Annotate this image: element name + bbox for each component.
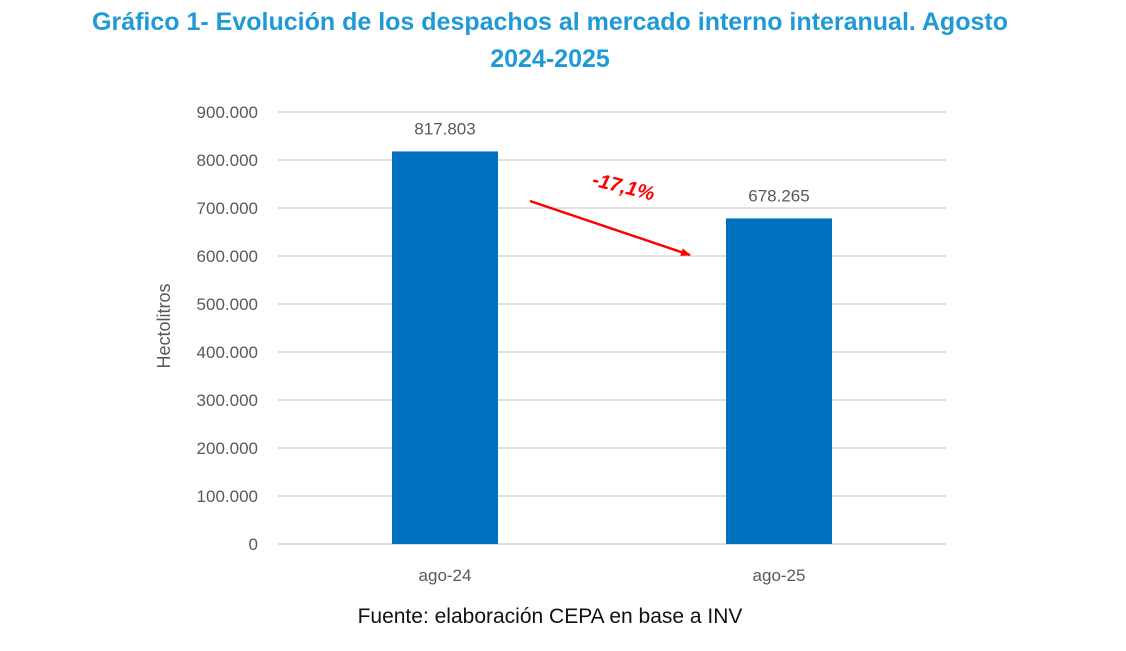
data-label: 678.265 <box>748 186 809 205</box>
y-axis-title: Hectolitros <box>154 283 174 368</box>
y-tick-label: 300.000 <box>197 391 258 410</box>
bar-ago-25 <box>726 218 832 544</box>
chart-title-line-2: 2024-2025 <box>490 45 610 73</box>
y-tick-label: 600.000 <box>197 247 258 266</box>
decrease-arrow <box>529 199 691 257</box>
y-tick-label: 500.000 <box>197 295 258 314</box>
y-tick-label: 800.000 <box>197 151 258 170</box>
chart-title: Gráfico 1- Evolución de los despachos al… <box>0 4 1100 78</box>
x-tick-label: ago-24 <box>419 566 472 585</box>
y-tick-label: 400.000 <box>197 343 258 362</box>
y-tick-label: 100.000 <box>197 487 258 506</box>
change-annotation: -17,1% <box>590 169 657 206</box>
x-tick-label: ago-25 <box>753 566 806 585</box>
bar-chart: 0 100.000 200.000 300.000 400.000 500.000 600.… <box>154 103 946 585</box>
data-label: 817.803 <box>414 119 475 138</box>
bar-ago-24 <box>392 151 498 544</box>
y-tick-label: 200.000 <box>197 439 258 458</box>
chart-source-note: Fuente: elaboración CEPA en base a INV <box>357 605 743 628</box>
y-tick-label: 700.000 <box>197 199 258 218</box>
y-tick-label: 900.000 <box>197 103 258 122</box>
chart-title-line-1: Gráfico 1- Evolución de los despachos al… <box>92 8 1008 36</box>
y-tick-label: 0 <box>249 535 258 554</box>
